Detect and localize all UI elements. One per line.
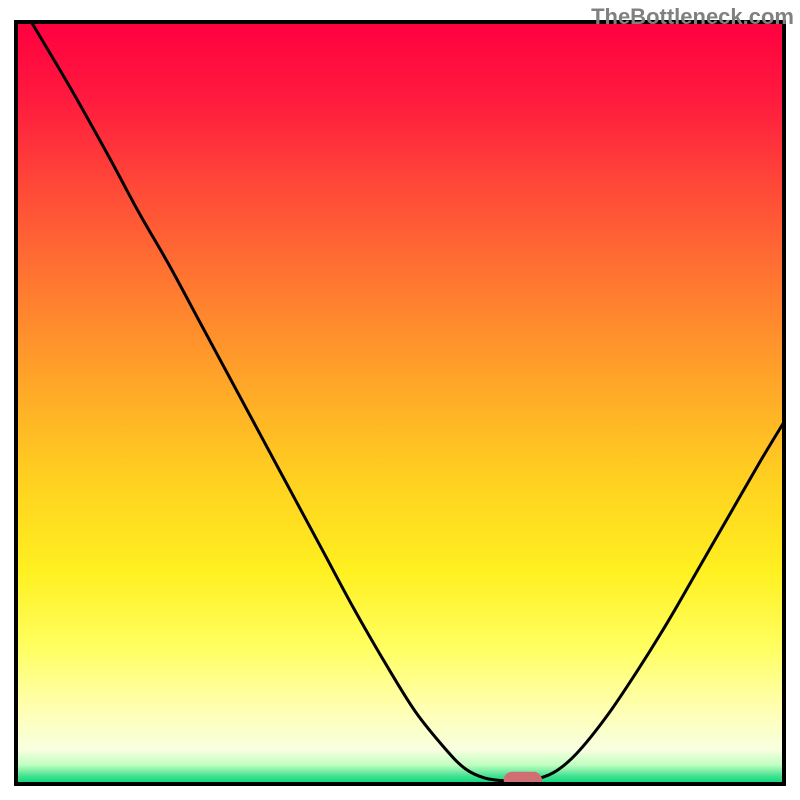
watermark-text: TheBottleneck.com bbox=[591, 4, 794, 30]
optimum-marker bbox=[504, 772, 542, 789]
gradient-background bbox=[16, 22, 784, 784]
chart-svg bbox=[0, 0, 800, 800]
bottleneck-chart: TheBottleneck.com bbox=[0, 0, 800, 800]
